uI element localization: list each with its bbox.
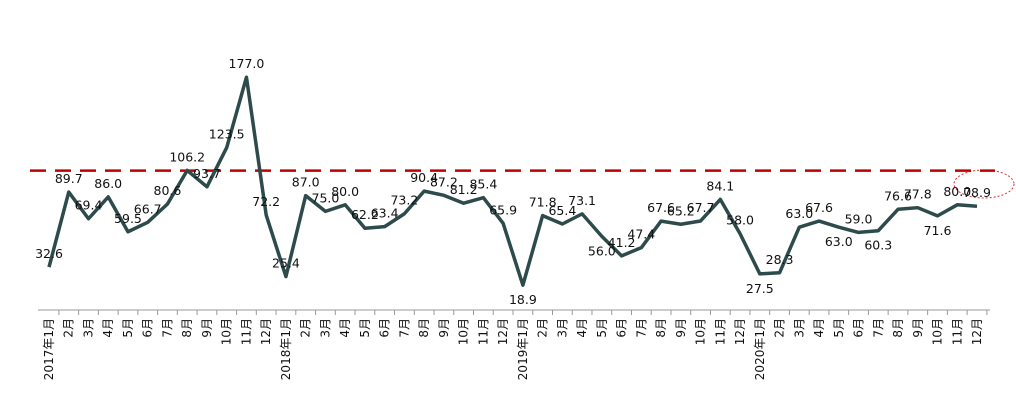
- data-label: 80.6: [154, 183, 182, 198]
- data-label: 63.0: [825, 234, 853, 249]
- data-label: 123.5: [209, 127, 245, 142]
- x-tick-label: 8月: [180, 318, 194, 338]
- x-tick-label: 4月: [575, 318, 589, 338]
- data-label: 75.0: [312, 190, 340, 205]
- x-tick-label: 3月: [318, 318, 332, 338]
- x-tick-label: 6月: [378, 318, 392, 338]
- data-label: 177.0: [229, 56, 265, 71]
- x-tick-label: 11月: [950, 318, 964, 345]
- data-label: 78.9: [963, 185, 991, 200]
- data-label: 65.4: [548, 203, 576, 218]
- data-label: 80.0: [331, 184, 359, 199]
- x-tick-label: 9月: [911, 318, 925, 338]
- data-label: 58.0: [726, 213, 754, 228]
- data-label: 25.4: [272, 256, 300, 271]
- data-label: 63.4: [371, 206, 399, 221]
- x-tick-label: 10月: [931, 318, 945, 345]
- x-tick-label: 10月: [220, 318, 234, 345]
- data-label: 84.1: [706, 178, 734, 193]
- data-label: 59.0: [845, 211, 873, 226]
- data-label: 71.8: [529, 195, 557, 210]
- x-tick-label: 2月: [62, 318, 76, 338]
- x-tick-label: 11月: [713, 318, 727, 345]
- x-tick-label: 2019年1月: [516, 318, 530, 380]
- data-label: 89.7: [55, 171, 83, 186]
- data-label: 90.4: [410, 170, 438, 185]
- x-tick-label: 2018年1月: [279, 318, 293, 380]
- x-tick-label: 5月: [358, 318, 372, 338]
- data-label: 63.0: [785, 206, 813, 221]
- data-label: 73.2: [390, 193, 418, 208]
- data-label: 93.7: [193, 166, 221, 181]
- x-tick-label: 12月: [496, 318, 510, 345]
- x-tick-label: 7月: [397, 318, 411, 338]
- data-label: 80.0: [943, 184, 971, 199]
- x-tick-label: 12月: [259, 318, 273, 345]
- x-tick-label: 2020年1月: [753, 318, 767, 380]
- highlight-ellipse: [953, 169, 1015, 199]
- data-label: 60.3: [864, 238, 892, 253]
- data-label: 66.7: [134, 201, 162, 216]
- data-label: 18.9: [509, 292, 537, 307]
- x-tick-label: 7月: [160, 318, 174, 338]
- x-tick-label: 2017年1月: [42, 318, 56, 380]
- x-tick-label: 6月: [852, 318, 866, 338]
- data-label: 106.2: [169, 149, 205, 164]
- data-label: 72.2: [252, 194, 280, 209]
- data-label: 86.0: [94, 176, 122, 191]
- line: [47, 75, 978, 287]
- x-tick-label: 8月: [891, 318, 905, 338]
- x-tick-label: 11月: [239, 318, 253, 345]
- x-tick-label: 5月: [595, 318, 609, 338]
- data-label: 27.5: [746, 281, 774, 296]
- data-label: 67.7: [687, 200, 715, 215]
- data-label: 67.6: [805, 200, 833, 215]
- data-label: 71.6: [924, 223, 952, 238]
- data-label: 76.6: [884, 188, 912, 203]
- data-label: 85.4: [469, 177, 497, 192]
- x-tick-label: 8月: [654, 318, 668, 338]
- data-label: 65.2: [667, 203, 695, 218]
- x-tick-label: 4月: [338, 318, 352, 338]
- x-tick-label: 3月: [792, 318, 806, 338]
- x-tick-label: 7月: [634, 318, 648, 338]
- data-label: 28.3: [766, 252, 794, 267]
- data-label: 81.2: [450, 182, 478, 197]
- x-tick-label: 4月: [812, 318, 826, 338]
- x-tick-label: 3月: [555, 318, 569, 338]
- data-label: 87.2: [430, 174, 458, 189]
- x-tick-label: 5月: [832, 318, 846, 338]
- x-tick-label: 12月: [970, 318, 984, 345]
- x-tick-label: 2月: [536, 318, 550, 338]
- x-tick-label: 7月: [871, 318, 885, 338]
- x-tick-label: 11月: [476, 318, 490, 345]
- x-tick-label: 6月: [141, 318, 155, 338]
- data-label: 32.6: [35, 246, 63, 261]
- data-label: 56.0: [588, 243, 616, 258]
- x-tick-label: 9月: [674, 318, 688, 338]
- data-label: 87.0: [292, 175, 320, 190]
- x-tick-label: 5月: [121, 318, 135, 338]
- x-tick-label: 10月: [694, 318, 708, 345]
- x-tick-label: 8月: [417, 318, 431, 338]
- data-label: 47.4: [627, 227, 655, 242]
- data-label: 59.5: [114, 211, 142, 226]
- x-tick-label: 3月: [81, 318, 95, 338]
- x-tick-label: 6月: [615, 318, 629, 338]
- data-label: 62.2: [351, 207, 379, 222]
- x-tick-label: 9月: [437, 318, 451, 338]
- x-tick-label: 12月: [733, 318, 747, 345]
- x-tick-label: 2月: [773, 318, 787, 338]
- data-label: 41.2: [608, 235, 636, 250]
- x-tick-label: 4月: [101, 318, 115, 338]
- data-label: 69.4: [75, 198, 103, 213]
- data-label: 77.8: [904, 187, 932, 202]
- x-tick-label: 2月: [299, 318, 313, 338]
- data-label: 73.1: [568, 193, 596, 208]
- x-tick-label: 9月: [200, 318, 214, 338]
- x-tick-label: 10月: [457, 318, 471, 345]
- data-label: 65.9: [489, 202, 517, 217]
- data-label: 67.6: [647, 200, 675, 215]
